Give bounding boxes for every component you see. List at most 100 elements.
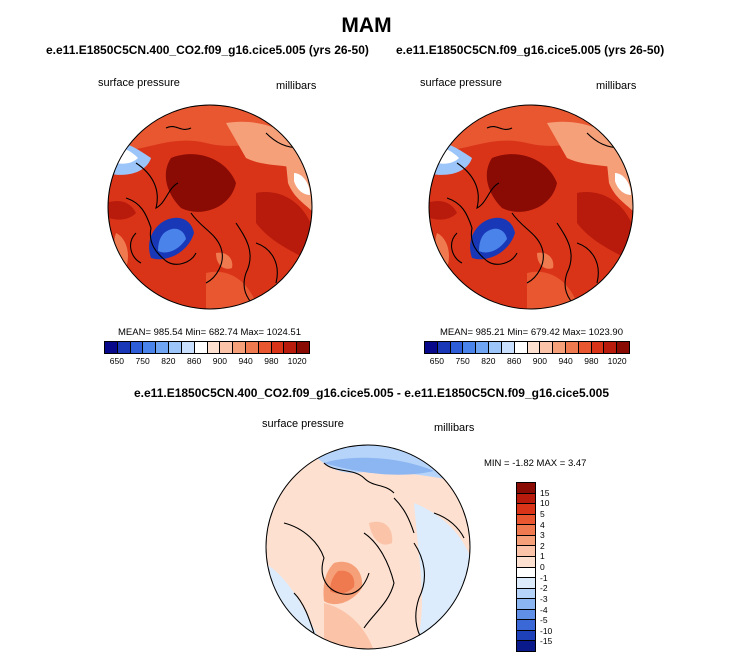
colorbar-swatch bbox=[489, 342, 502, 353]
colorbar-tick-label: 5 bbox=[540, 508, 545, 519]
panel-2-case-title: e.e11.E1850C5CN.f09_g16.cice5.005 (yrs 2… bbox=[396, 43, 665, 57]
colorbar-tick-label: 1020 bbox=[607, 356, 627, 366]
colorbar-swatch bbox=[553, 342, 566, 353]
colorbar-swatch bbox=[617, 342, 629, 353]
colorbar-tick-label: 650 bbox=[429, 356, 444, 366]
colorbar-tick-label: 940 bbox=[558, 356, 573, 366]
colorbar-swatch bbox=[156, 342, 170, 353]
colorbar-swatch bbox=[245, 342, 259, 353]
colorbar-swatch bbox=[517, 504, 535, 515]
colorbar-tick-label: 2 bbox=[540, 540, 545, 551]
colorbar-swatch bbox=[578, 342, 592, 353]
colorbar-swatch bbox=[297, 342, 309, 353]
panel-1-polar-map bbox=[107, 104, 313, 310]
colorbar-swatch bbox=[476, 342, 490, 353]
colorbar-swatch bbox=[517, 483, 535, 494]
colorbar-swatch bbox=[169, 342, 182, 353]
panel-2-stats: MEAN= 985.21 Min= 679.42 Max= 1023.90 bbox=[440, 327, 623, 338]
diff-stats: MIN = -1.82 MAX = 3.47 bbox=[484, 458, 587, 469]
colorbar-tick-label: 900 bbox=[212, 356, 227, 366]
panel-2-colorbar-swatches bbox=[424, 341, 630, 354]
diff-title: e.e11.E1850C5CN.400_CO2.f09_g16.cice5.00… bbox=[134, 386, 610, 400]
panel-1-colorbar-swatches bbox=[104, 341, 310, 354]
diff-variable-label: surface pressure bbox=[262, 418, 344, 430]
colorbar-swatch bbox=[517, 641, 535, 651]
colorbar-tick-label: 900 bbox=[532, 356, 547, 366]
colorbar-swatch bbox=[517, 620, 535, 631]
colorbar-swatch bbox=[220, 342, 234, 353]
colorbar-swatch bbox=[517, 599, 535, 610]
colorbar-swatch bbox=[517, 609, 535, 621]
panel-2-polar-map bbox=[428, 104, 634, 310]
colorbar-tick-label: 820 bbox=[481, 356, 496, 366]
colorbar-swatch bbox=[233, 342, 246, 353]
colorbar-tick-label: 4 bbox=[540, 519, 545, 530]
colorbar-swatch bbox=[450, 342, 464, 353]
diff-colorbar-swatches bbox=[516, 482, 536, 652]
colorbar-swatch bbox=[540, 342, 554, 353]
panel-2-colorbar: 650 750 820 860 900 940 980 1020 bbox=[424, 341, 630, 368]
colorbar-swatch bbox=[517, 578, 535, 589]
panel-1-case-title: e.e11.E1850C5CN.400_CO2.f09_g16.cice5.00… bbox=[46, 43, 369, 57]
panel-2-variable-label: surface pressure bbox=[420, 77, 502, 89]
colorbar-tick-label: 940 bbox=[238, 356, 253, 366]
colorbar-swatch bbox=[517, 514, 535, 526]
colorbar-swatch bbox=[527, 342, 541, 353]
colorbar-tick-label: -3 bbox=[540, 593, 548, 604]
colorbar-tick-label: 750 bbox=[455, 356, 470, 366]
colorbar-swatch bbox=[463, 342, 477, 353]
colorbar-tick-label: 650 bbox=[109, 356, 124, 366]
colorbar-tick-label: -15 bbox=[540, 636, 553, 647]
colorbar-swatch bbox=[143, 342, 157, 353]
colorbar-tick-label: 980 bbox=[264, 356, 279, 366]
colorbar-swatch bbox=[105, 342, 118, 353]
colorbar-tick-label: 860 bbox=[507, 356, 522, 366]
colorbar-tick-label: 750 bbox=[135, 356, 150, 366]
colorbar-swatch bbox=[604, 342, 618, 353]
main-title: MAM bbox=[341, 14, 392, 37]
colorbar-swatch bbox=[517, 556, 535, 568]
colorbar-swatch bbox=[258, 342, 272, 353]
diff-units-label: millibars bbox=[434, 422, 475, 434]
colorbar-tick-label: 980 bbox=[584, 356, 599, 366]
colorbar-swatch bbox=[517, 588, 535, 600]
colorbar-swatch bbox=[565, 342, 579, 353]
colorbar-tick-label: -2 bbox=[540, 583, 548, 594]
panel-1-colorbar: 650 750 820 860 900 940 980 1020 bbox=[104, 341, 310, 368]
colorbar-swatch bbox=[271, 342, 285, 353]
colorbar-swatch bbox=[517, 567, 535, 579]
colorbar-swatch bbox=[517, 525, 535, 536]
colorbar-swatch bbox=[517, 493, 535, 505]
colorbar-tick-label: 0 bbox=[540, 562, 545, 572]
colorbar-swatch bbox=[517, 630, 535, 642]
colorbar-tick-label: 1020 bbox=[287, 356, 307, 366]
colorbar-swatch bbox=[130, 342, 144, 353]
panel-1-units-label: millibars bbox=[276, 80, 317, 92]
colorbar-swatch bbox=[425, 342, 438, 353]
panel-2-units-label: millibars bbox=[596, 80, 637, 92]
colorbar-tick-label: 15 bbox=[540, 487, 550, 498]
colorbar-swatch bbox=[514, 342, 528, 353]
colorbar-swatch bbox=[437, 342, 451, 353]
colorbar-tick-label: 1 bbox=[540, 551, 545, 562]
colorbar-swatch bbox=[207, 342, 221, 353]
colorbar-swatch bbox=[501, 342, 515, 353]
colorbar-swatch bbox=[194, 342, 208, 353]
colorbar-tick-label: 3 bbox=[540, 530, 545, 541]
colorbar-swatch bbox=[181, 342, 195, 353]
colorbar-tick-label: -10 bbox=[540, 625, 553, 636]
colorbar-swatch bbox=[284, 342, 298, 353]
colorbar-tick-label: -5 bbox=[540, 615, 548, 626]
colorbar-swatch bbox=[117, 342, 131, 353]
colorbar-swatch bbox=[517, 535, 535, 547]
diff-colorbar: 15 10 5 4 3 2 1 0 -1 -2 -3 -4 -5 -10 -15 bbox=[516, 482, 552, 652]
colorbar-tick-label: 10 bbox=[540, 498, 550, 509]
colorbar-tick-label: -4 bbox=[540, 604, 548, 615]
diff-polar-map bbox=[265, 444, 471, 650]
colorbar-swatch bbox=[591, 342, 605, 353]
colorbar-swatch bbox=[517, 546, 535, 557]
colorbar-tick-label: -1 bbox=[540, 572, 548, 583]
panel-1-stats: MEAN= 985.54 Min= 682.74 Max= 1024.51 bbox=[118, 327, 301, 338]
colorbar-tick-label: 860 bbox=[187, 356, 202, 366]
colorbar-tick-label: 820 bbox=[161, 356, 176, 366]
